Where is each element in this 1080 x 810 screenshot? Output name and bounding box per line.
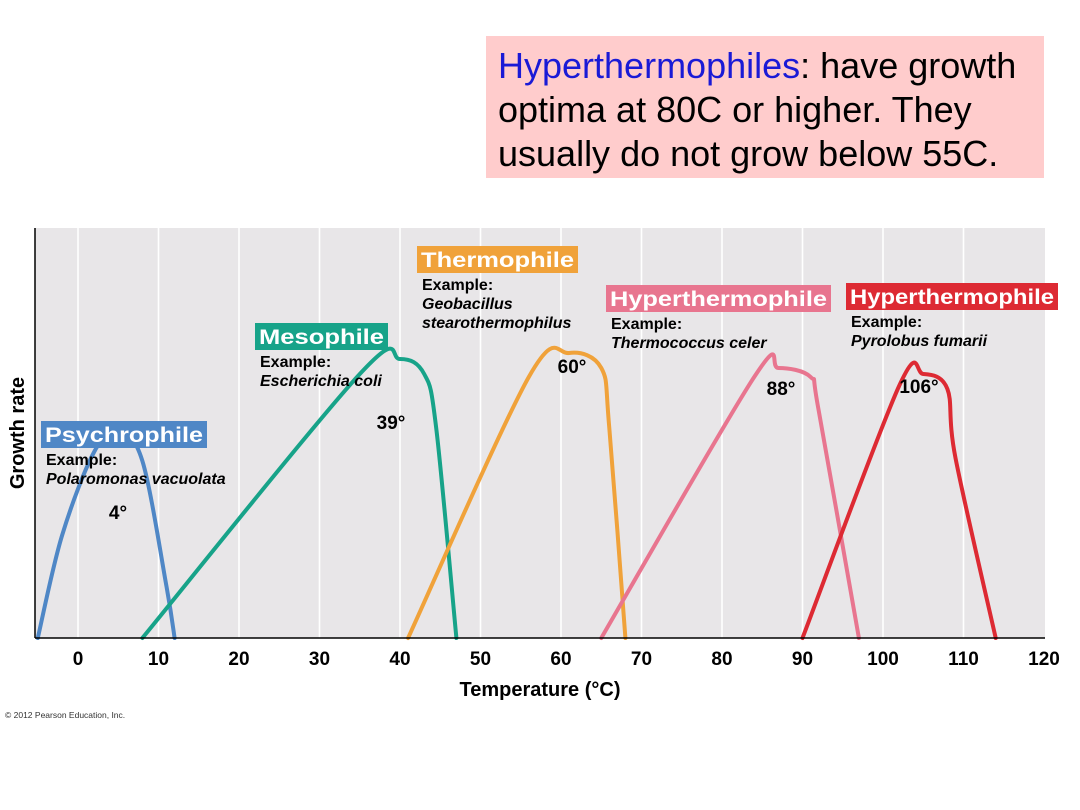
example-label: Example: (260, 354, 331, 371)
x-tick-label: 80 (711, 649, 732, 670)
optimum-temperature-label: 60° (558, 357, 587, 378)
category-badge (41, 421, 207, 448)
x-tick-label: 10 (148, 649, 169, 670)
x-tick-label: 90 (792, 649, 813, 670)
category-name: Hyperthermophile (850, 286, 1054, 309)
category-badge (417, 246, 578, 273)
x-tick-label: 100 (867, 649, 899, 670)
category-name: Thermophile (421, 249, 574, 272)
example-label: Example: (851, 314, 922, 331)
example-organism: Thermococcus celer (611, 335, 767, 352)
optimum-temperature-label: 4° (109, 503, 127, 524)
y-axis-label: Growth rate (7, 377, 29, 489)
category-name: Mesophile (259, 326, 384, 349)
growth-curve-hyperthermophile (800, 360, 998, 640)
example-organism: Polaromonas vacuolata (46, 471, 226, 488)
category-badge (606, 285, 831, 312)
category-badge (255, 323, 388, 350)
example-label: Example: (46, 452, 117, 469)
x-tick-label: 120 (1028, 649, 1060, 670)
example-organism: Escherichia coli (260, 373, 382, 390)
x-tick-label: 60 (550, 649, 571, 670)
x-axis-label: Temperature (°C) (460, 679, 621, 701)
optimum-temperature-label: 106° (899, 377, 938, 398)
x-tick-label: 0 (73, 649, 84, 670)
x-tick-label: 110 (948, 649, 979, 670)
growth-curve-hyperthermophile (599, 352, 861, 640)
category-badge (846, 283, 1058, 310)
hyperthermophiles-note: Hyperthermophiles: have growth optima at… (486, 36, 1044, 178)
x-tick-label: 20 (228, 649, 249, 670)
optimum-temperature-label: 39° (377, 413, 406, 434)
x-tick-label: 50 (470, 649, 491, 670)
x-tick-label: 40 (389, 649, 410, 670)
copyright-notice: © 2012 Pearson Education, Inc. (5, 710, 126, 720)
note-keyword: Hyperthermophiles (498, 45, 801, 86)
note-text: : have growth optima at 80C or higher. T… (498, 45, 1017, 174)
category-name: Psychrophile (45, 424, 203, 447)
x-tick-labels: 0 10 20 30 40 50 60 70 80 90 100 110 120 (73, 649, 1060, 670)
growth-curve-thermophile (406, 345, 628, 640)
x-tick-label: 70 (631, 649, 652, 670)
example-organism: Geobacillus (422, 296, 513, 313)
curve-labels: Psychrophile Example: Polaromonas vacuolat… (41, 246, 1058, 524)
example-label: Example: (611, 316, 682, 333)
optimum-temperature-label: 88° (767, 379, 796, 400)
category-name: Hyperthermophile (610, 288, 827, 311)
example-label: Example: (422, 277, 493, 294)
example-organism: Pyrolobus fumarii (851, 333, 988, 350)
growth-curve-mesophile (140, 346, 459, 640)
example-organism: stearothermophilus (422, 315, 571, 332)
growth-rate-chart: 0 10 20 30 40 50 60 70 80 90 100 110 120 Psychrophil… (7, 228, 1060, 701)
x-tick-label: 30 (309, 649, 330, 670)
